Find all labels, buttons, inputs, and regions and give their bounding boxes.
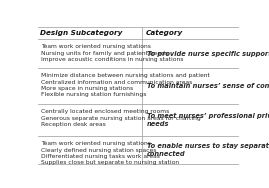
Text: Minimize distance between nursing stations and patient
Centralized information a: Minimize distance between nursing statio… [41,73,210,97]
Text: Design Subcategory: Design Subcategory [40,30,122,36]
Text: Centrally located enclosed meeting rooms
Generous separate nursing station areas: Centrally located enclosed meeting rooms… [41,109,201,127]
Text: Team work oriented nursing stations
Clearly defined nursing station spaces
Diffe: Team work oriented nursing stations Clea… [41,141,179,165]
Text: Category: Category [146,30,183,36]
Text: To maintain nurses’ sense of control: To maintain nurses’ sense of control [147,83,269,89]
Text: To enable nurses to stay separate while
connected: To enable nurses to stay separate while … [147,143,269,157]
Text: To meet nurses’ professional privacy
needs: To meet nurses’ professional privacy nee… [147,113,269,127]
Text: Team work oriented nursing stations
Nursing units for family and patient needs
I: Team work oriented nursing stations Nurs… [41,44,183,62]
Text: To provide nurse specific support: To provide nurse specific support [147,51,269,57]
